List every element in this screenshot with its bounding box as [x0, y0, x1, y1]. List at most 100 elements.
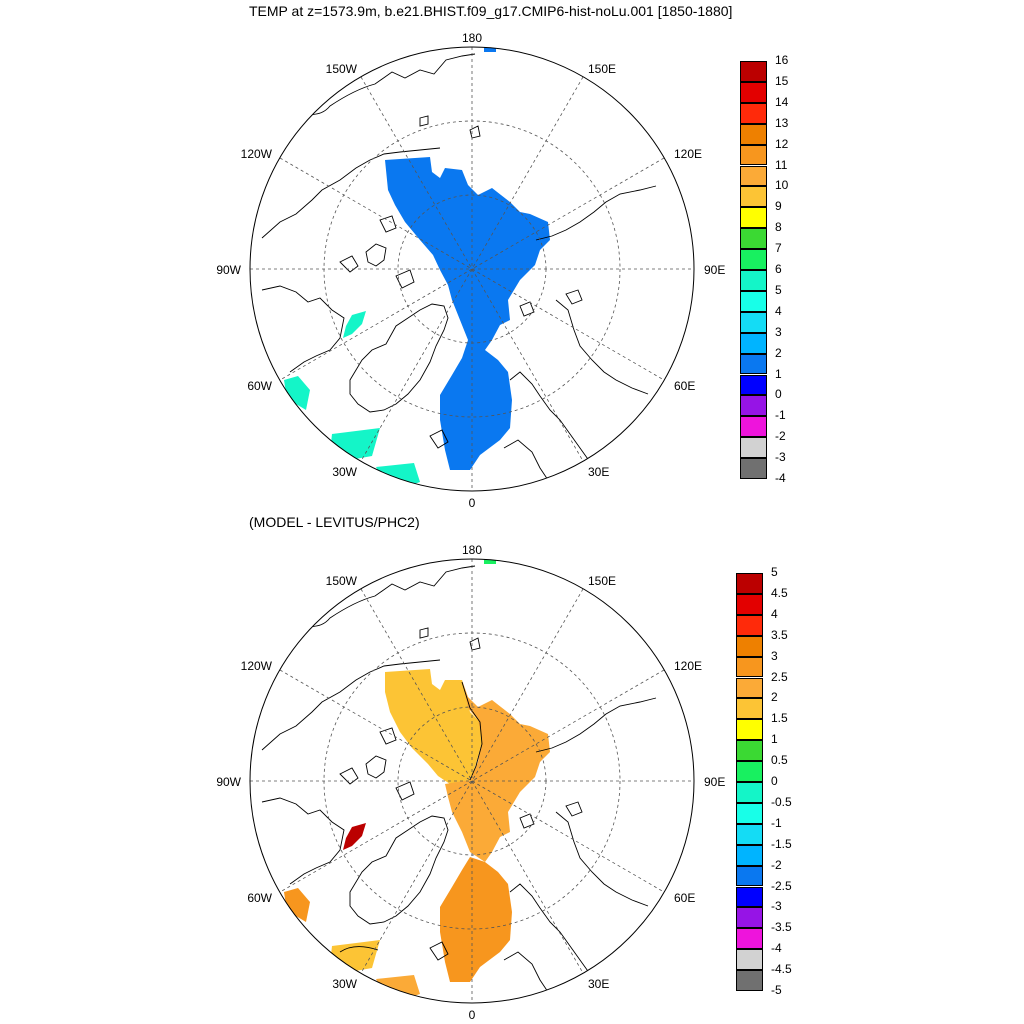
colorbar-model-level-label: 6 [775, 262, 782, 276]
colorbar-model-level-label: 15 [775, 73, 789, 88]
colorbar-difference-swatch [736, 573, 763, 594]
diff-field-baffin-bay [343, 823, 366, 850]
colorbar-difference-swatch [736, 970, 763, 991]
diff-field-irminger-sea [330, 940, 380, 973]
diff-field-eurasian-basin [445, 680, 550, 862]
map-boundary [249, 558, 695, 1004]
colorbar-difference-level-label: -3.5 [771, 920, 792, 935]
colorbar-difference-level-label: -5 [771, 983, 782, 997]
colorbar-model-swatch [740, 353, 767, 375]
colorbar-difference-swatch [736, 782, 763, 803]
colorbar-model-level-label: 0 [775, 387, 782, 402]
polar-map-model: 180 150W 150E 120W 120E 90W 90E 60W 60E … [216, 31, 725, 510]
colorbar-difference-swatch [736, 907, 763, 929]
colorbar-difference-level-label: -1 [771, 815, 782, 830]
colorbar-difference-swatch [736, 677, 763, 699]
colorbar-model-swatch [740, 61, 767, 82]
colorbar-difference-level-label: -4.5 [771, 962, 792, 977]
colorbar-difference-swatch [736, 614, 763, 636]
lon-label-120w: 120W [241, 659, 273, 673]
colorbar-difference-swatch [736, 593, 763, 615]
map-boundary [249, 46, 695, 492]
diff-field-nordic-seas [440, 857, 512, 982]
colorbar-model-level-label: 14 [775, 94, 789, 109]
colorbar-difference-level-label: 2 [771, 690, 778, 705]
lon-label-90e: 90E [704, 263, 725, 277]
lon-label-150w: 150W [326, 574, 358, 588]
colorbar-difference-level-label: 4 [771, 606, 778, 621]
colorbar-difference-level-label: 4.5 [771, 585, 788, 600]
colorbar-model-swatch [740, 165, 767, 187]
lon-label-0: 0 [469, 496, 476, 510]
colorbar-difference-swatch [736, 719, 763, 741]
colorbar-model-swatch [740, 186, 767, 208]
colorbar-model-swatch [740, 102, 767, 124]
lon-label-30e: 30E [588, 977, 609, 991]
temp-field-bering-strait [484, 47, 496, 52]
colorbar-model-level-label: -3 [775, 450, 786, 465]
lon-label-120e: 120E [674, 659, 702, 673]
lon-label-60e: 60E [674, 379, 695, 393]
lon-label-60w: 60W [247, 891, 272, 905]
polar-map-difference: 180 150W 150E 120W 120E 90W 90E 60W 60E … [216, 543, 725, 1022]
colorbar-model-swatch [740, 207, 767, 229]
lon-label-30e: 30E [588, 465, 609, 479]
colorbar-model-swatch [740, 416, 767, 438]
colorbar-model-swatch [740, 332, 767, 354]
lon-label-30w: 30W [332, 977, 357, 991]
colorbar-difference-level-label: 0 [771, 774, 778, 788]
temp-field-irminger-sea [330, 428, 380, 461]
colorbar-model-level-label: 8 [775, 220, 782, 235]
lon-label-150e: 150E [588, 574, 616, 588]
colorbar-model-level-label: 1 [775, 366, 782, 381]
colorbar-model-swatch [740, 311, 767, 333]
colorbar-model-swatch [740, 228, 767, 250]
colorbar-model-swatch [740, 458, 767, 479]
lon-label-180: 180 [462, 31, 482, 45]
diff-field-labrador-sea [284, 888, 310, 922]
graticule [250, 559, 694, 1003]
colorbar-difference-swatch [736, 802, 763, 824]
colorbar-difference-level-label: -2 [771, 857, 782, 872]
longitude-labels: 180 150W 150E 120W 120E 90W 90E 60W 60E … [216, 543, 725, 1022]
colorbar-model-swatch [740, 395, 767, 417]
graticule [250, 47, 694, 491]
diff-field-canada-basin [385, 669, 482, 784]
colorbar-difference-level-label: 5 [771, 565, 778, 579]
lon-label-90w: 90W [216, 263, 241, 277]
lon-label-30w: 30W [332, 465, 357, 479]
colorbar-difference-level-label: -0.5 [771, 794, 792, 809]
colorbar-difference-level-label: -4 [771, 941, 782, 956]
colorbar-model-level-label: 10 [775, 178, 789, 193]
colorbar-model-level-label: -2 [775, 429, 786, 444]
plot-title: TEMP at z=1573.9m, b.e21.BHIST.f09_g17.C… [249, 3, 733, 19]
colorbar-difference-swatch [736, 886, 763, 908]
colorbar-model-swatch [740, 270, 767, 291]
colorbar-model-swatch [740, 290, 767, 312]
temp-field-iceland-basin [376, 463, 420, 488]
colorbar-difference-swatch [736, 656, 763, 678]
colorbar-model-swatch [740, 249, 767, 270]
temp-field-labrador-sea [284, 376, 310, 410]
colorbar-model-level-label: 2 [775, 345, 782, 360]
lon-label-0: 0 [469, 1008, 476, 1022]
colorbar-model-level-label: 16 [775, 53, 789, 67]
colorbar-difference-swatch [736, 844, 763, 866]
colorbar-difference-level-label: 0.5 [771, 753, 788, 768]
diff-field-iceland-basin [376, 975, 420, 1000]
colorbar-model-level-label: 5 [775, 282, 782, 297]
colorbar-difference-level-label: 2.5 [771, 669, 788, 684]
lon-label-90e: 90E [704, 775, 725, 789]
colorbar-difference-swatch [736, 740, 763, 762]
colorbar-model-level-label: 11 [775, 157, 788, 172]
colorbar-model-swatch [740, 374, 767, 396]
colorbar-difference-level-label: -2.5 [771, 878, 792, 893]
colorbar-model-swatch [740, 81, 767, 103]
colorbar-model-level-label: 4 [775, 303, 782, 318]
colorbar-model-level-label: -1 [775, 408, 786, 423]
diff-field-bering-strait [484, 559, 496, 564]
temp-field-arctic-basin [385, 157, 550, 470]
lon-label-60e: 60E [674, 891, 695, 905]
colorbar-model-swatch [740, 144, 767, 166]
lon-label-120e: 120E [674, 147, 702, 161]
